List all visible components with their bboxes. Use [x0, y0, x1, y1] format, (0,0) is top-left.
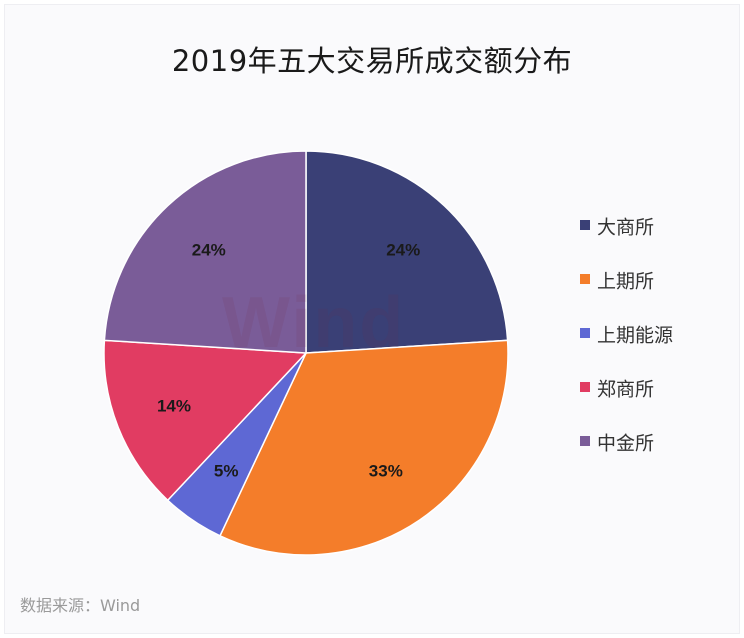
- data-label-1: 24%: [386, 240, 420, 259]
- data-label-5: 24%: [192, 240, 226, 259]
- legend-label-3: 上期能源: [597, 324, 674, 347]
- legend-item-4: 郑商所: [580, 374, 654, 404]
- legend-label-4: 郑商所: [597, 378, 655, 401]
- data-label-2: 33%: [369, 461, 403, 480]
- pie-slice-4: [103, 339, 308, 502]
- legend-swatch-4: [580, 382, 590, 393]
- legend-label-1: 大商所: [597, 216, 655, 239]
- legend-item-3: 上期能源: [580, 320, 673, 350]
- legend-label-2: 上期所: [597, 270, 655, 293]
- legend-item-1: 大商所: [580, 212, 654, 242]
- legend-swatch-3: [580, 328, 590, 339]
- pie-slice-1: [305, 150, 509, 354]
- legend-item-2: 上期所: [580, 266, 654, 296]
- wind-watermark: Wind: [222, 283, 406, 363]
- legend-swatch-2: [580, 274, 590, 285]
- data-label-3: 5%: [214, 461, 239, 480]
- pie-slice-2: [218, 339, 509, 556]
- legend-item-5: 中金所: [580, 428, 654, 458]
- legend-label-5: 中金所: [597, 432, 655, 455]
- legend-swatch-5: [580, 436, 590, 447]
- chart-title: 2019年五大交易所成交额分布: [171, 44, 573, 78]
- legend-swatch-1: [580, 220, 590, 231]
- source-note: 数据来源：Wind: [20, 596, 141, 615]
- data-label-4: 14%: [157, 396, 191, 415]
- pie-slice-5: [103, 150, 307, 354]
